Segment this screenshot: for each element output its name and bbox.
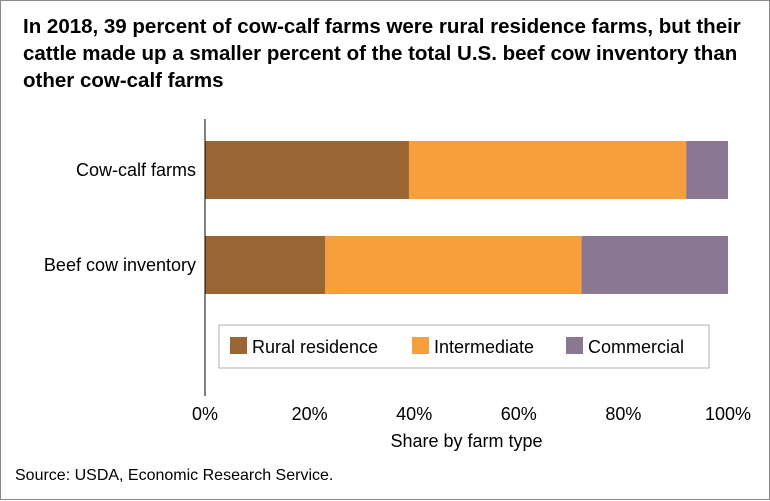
category-label: Beef cow inventory <box>44 255 196 275</box>
bars-layer <box>205 141 728 294</box>
legend: Rural residence Intermediate Commercial <box>218 324 710 369</box>
chart-title: In 2018, 39 percent of cow-calf farms we… <box>23 15 741 92</box>
bar-cow-calf-farms-intermediate <box>408 141 687 199</box>
source-note: Source: USDA, Economic Research Service. <box>15 467 334 484</box>
category-label: Cow-calf farms <box>76 160 196 180</box>
bar-cow-calf-farms-rural-residence <box>205 141 409 199</box>
legend-label: Rural residence <box>252 337 378 357</box>
x-tick-labels: 0% 20% 40% 60% 80% 100% <box>192 404 751 424</box>
legend-swatch <box>566 337 583 354</box>
x-tick-label: 80% <box>605 404 641 424</box>
x-tick-label: 100% <box>705 404 751 424</box>
x-tick-label: 0% <box>192 404 218 424</box>
legend-box <box>218 324 710 369</box>
legend-label: Intermediate <box>434 337 534 357</box>
bar-beef-cow-inventory-commercial <box>581 236 728 294</box>
legend-swatch <box>412 337 429 354</box>
legend-label: Commercial <box>588 337 684 357</box>
legend-swatch <box>230 337 247 354</box>
category-labels: Cow-calf farms Beef cow inventory <box>44 160 196 275</box>
x-axis-title: Share by farm type <box>390 431 542 451</box>
bar-beef-cow-inventory-rural-residence <box>205 236 326 294</box>
x-tick-label: 60% <box>501 404 537 424</box>
bar-beef-cow-inventory-intermediate <box>325 236 582 294</box>
x-tick-label: 40% <box>396 404 432 424</box>
bar-cow-calf-farms-commercial <box>686 141 728 199</box>
x-tick-label: 20% <box>292 404 328 424</box>
